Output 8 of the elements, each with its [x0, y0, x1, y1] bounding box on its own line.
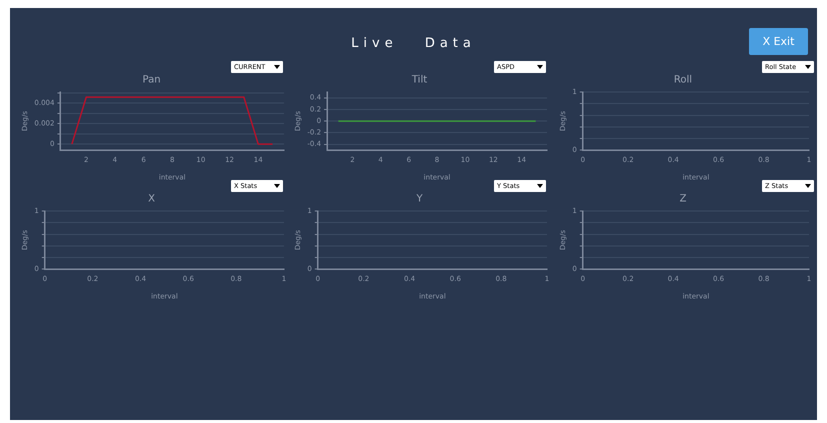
chart-title: Tilt — [410, 74, 428, 86]
chart-title: X — [148, 194, 156, 205]
chart-title: Pan — [142, 74, 161, 86]
text: X Exit — [749, 28, 808, 55]
chart-title: Y — [415, 194, 424, 205]
chart-title: Roll — [674, 74, 692, 86]
text: Live Data — [351, 36, 476, 51]
chart-title: Z — [680, 194, 687, 205]
